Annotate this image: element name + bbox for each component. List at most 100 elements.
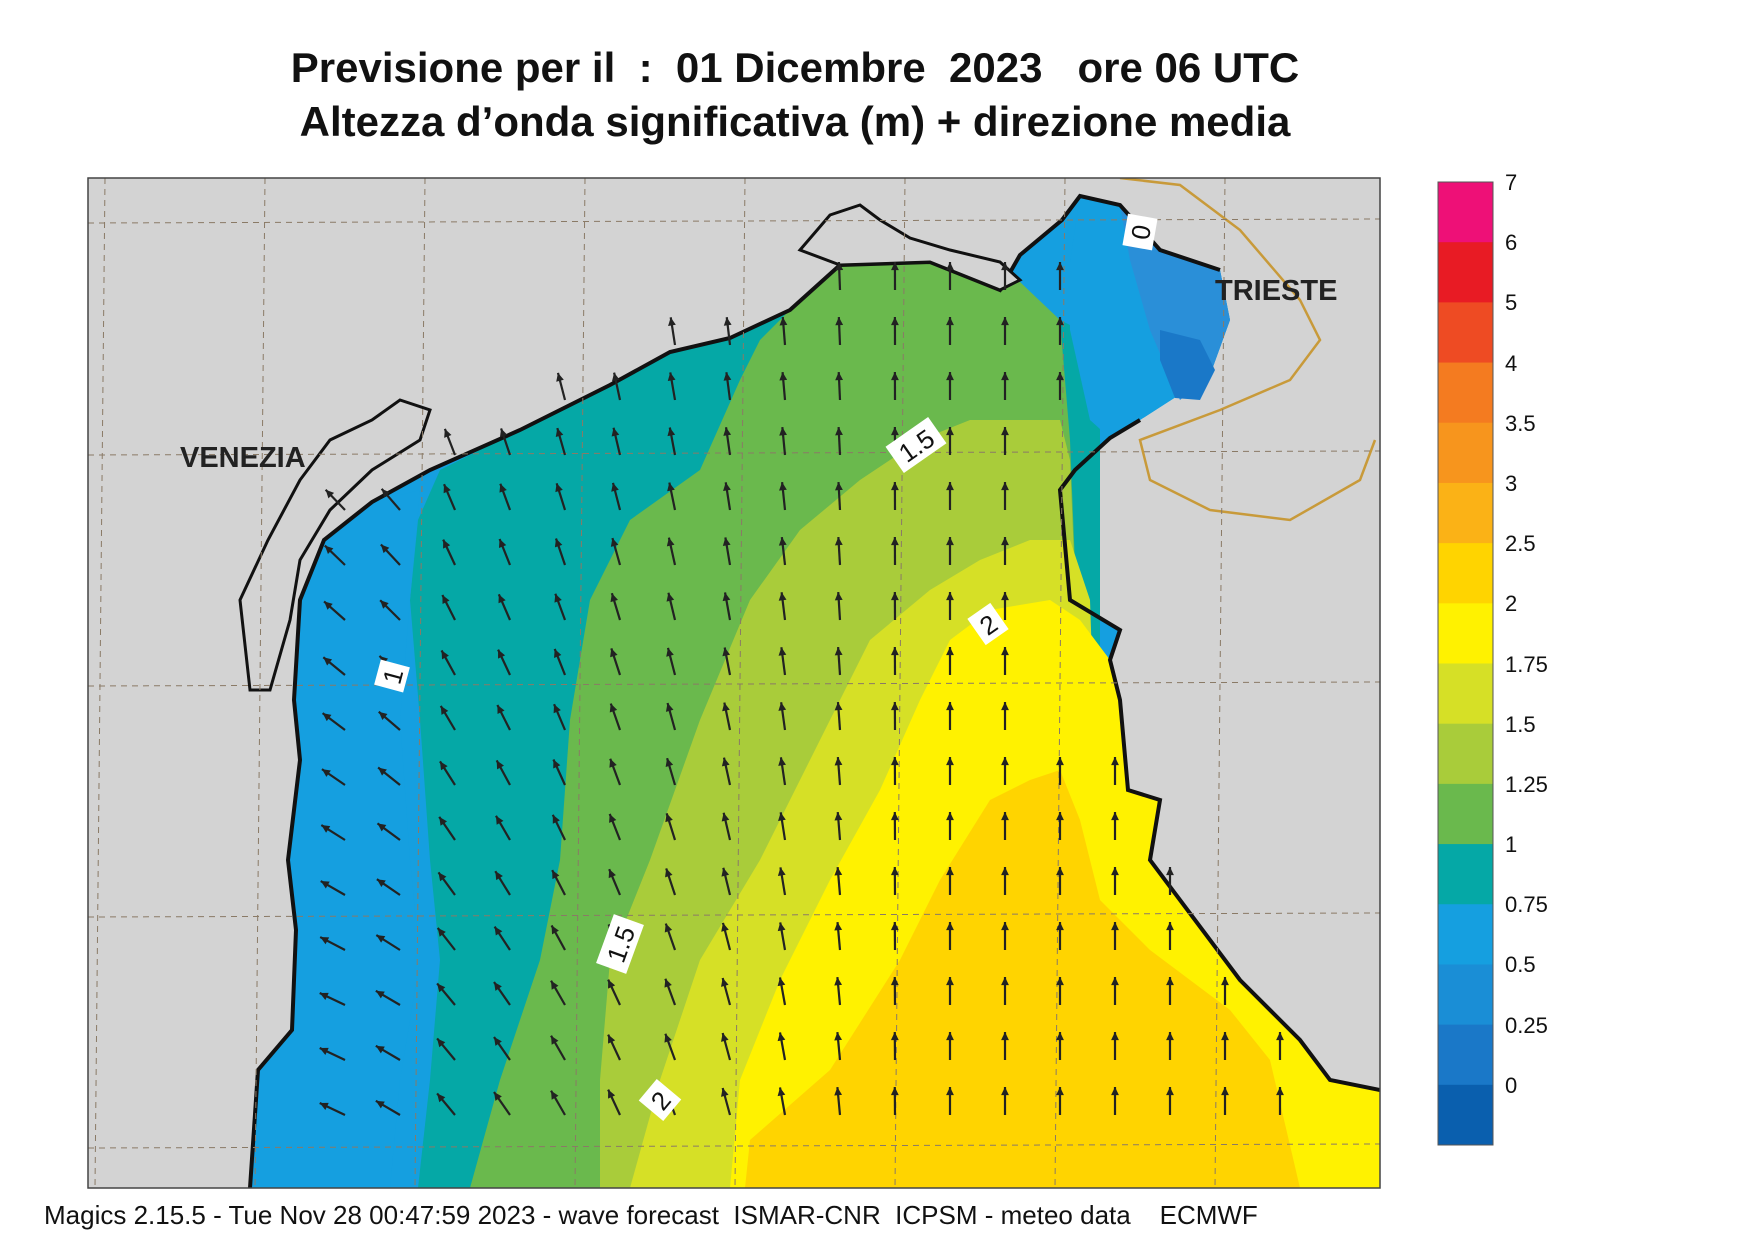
- direction-arrow: [1056, 317, 1064, 345]
- direction-arrow: [834, 977, 843, 1006]
- direction-arrow: [1001, 427, 1009, 455]
- direction-arrow: [556, 372, 567, 401]
- direction-arrow: [322, 656, 346, 676]
- direction-arrow: [493, 981, 511, 1006]
- direction-arrow: [946, 977, 954, 1005]
- direction-arrow: [946, 372, 954, 400]
- direction-arrow: [443, 428, 457, 456]
- venice-lagoon: [238, 398, 432, 692]
- colorbar-label: 0.5: [1505, 952, 1536, 978]
- direction-arrow: [555, 482, 567, 511]
- direction-arrow: [1111, 757, 1119, 785]
- direction-arrow: [664, 923, 677, 951]
- direction-arrow: [777, 1032, 787, 1061]
- direction-arrow: [1001, 647, 1009, 675]
- direction-arrow: [835, 426, 843, 456]
- direction-arrow: [554, 593, 567, 621]
- band-0.25-0.5m: [1160, 330, 1215, 400]
- direction-arrow: [778, 757, 787, 786]
- direction-arrow: [1111, 812, 1119, 840]
- direction-arrow: [665, 702, 677, 731]
- direction-arrow: [891, 371, 899, 401]
- direction-arrow: [611, 482, 622, 511]
- direction-arrow: [664, 978, 677, 1006]
- colorbar-swatch: [1438, 543, 1493, 604]
- direction-arrow: [834, 756, 843, 786]
- direction-arrow: [320, 824, 346, 841]
- direction-arrow: [946, 427, 954, 455]
- direction-arrow: [1001, 1032, 1009, 1060]
- direction-arrow: [1166, 1087, 1174, 1115]
- direction-arrow: [1166, 867, 1174, 895]
- direction-arrow: [1001, 702, 1009, 730]
- colorbar-swatch: [1438, 242, 1493, 303]
- direction-arrow: [946, 317, 954, 345]
- direction-arrow: [667, 427, 677, 456]
- direction-arrow: [835, 261, 844, 291]
- direction-arrow: [1001, 592, 1009, 620]
- direction-arrow: [551, 814, 566, 841]
- direction-arrow: [1001, 812, 1009, 840]
- direction-arrow: [377, 766, 401, 786]
- grid-line: [94, 178, 106, 1188]
- direction-arrow: [319, 936, 346, 951]
- direction-arrow: [834, 867, 843, 896]
- direction-arrow: [1001, 372, 1009, 400]
- direction-arrow: [1056, 812, 1064, 840]
- colorbar-label: 3.5: [1505, 410, 1536, 436]
- direction-arrow: [550, 924, 566, 951]
- direction-arrow: [946, 537, 954, 565]
- direction-arrow: [608, 868, 622, 896]
- direction-arrow: [442, 539, 456, 566]
- direction-arrow: [321, 768, 346, 786]
- direction-arrow: [436, 1092, 456, 1116]
- direction-arrow: [946, 1032, 954, 1060]
- direction-arrow: [610, 592, 622, 621]
- direction-arrow: [1056, 372, 1064, 400]
- direction-arrow: [721, 922, 732, 951]
- direction-arrow: [1111, 922, 1119, 950]
- direction-arrow: [378, 710, 401, 731]
- map-frame: [87, 177, 1381, 1189]
- direction-arrow: [721, 812, 732, 841]
- direction-arrow: [778, 812, 787, 841]
- direction-arrow: [834, 536, 843, 566]
- direction-arrow: [946, 702, 954, 730]
- direction-arrow: [319, 1101, 346, 1116]
- direction-arrow: [665, 812, 677, 841]
- direction-arrow: [778, 702, 787, 731]
- direction-arrow: [1111, 1032, 1119, 1060]
- colorbar-swatch: [1438, 844, 1493, 905]
- direction-arrow: [721, 757, 732, 786]
- colorbar-label: 0: [1505, 1072, 1518, 1098]
- direction-arrow: [436, 927, 456, 951]
- direction-arrow: [1056, 757, 1064, 785]
- direction-arrow: [777, 1087, 787, 1116]
- colorbar-label: 4: [1505, 350, 1518, 376]
- direction-arrow: [722, 647, 732, 676]
- colorbar-swatch: [1438, 964, 1493, 1026]
- direction-arrow: [890, 1031, 899, 1061]
- direction-arrow: [379, 599, 401, 621]
- svg-text:0: 0: [1125, 222, 1157, 241]
- direction-arrow: [493, 1091, 511, 1116]
- direction-arrow: [946, 1087, 954, 1115]
- direction-arrow: [324, 489, 346, 511]
- direction-arrow: [778, 537, 787, 566]
- direction-arrow: [890, 756, 899, 786]
- direction-arrow: [668, 317, 677, 346]
- direction-arrow: [834, 646, 843, 676]
- direction-arrow: [666, 647, 677, 676]
- direction-arrow: [946, 592, 954, 620]
- direction-arrow: [498, 538, 512, 566]
- direction-arrow: [609, 758, 622, 786]
- direction-arrow: [554, 538, 567, 566]
- contour-label: 1: [374, 659, 410, 693]
- direction-arrow: [607, 979, 621, 1006]
- direction-arrow: [946, 482, 954, 510]
- direction-arrow: [380, 488, 401, 511]
- direction-arrow: [666, 592, 677, 621]
- direction-arrow: [607, 1089, 621, 1116]
- colorbar-frame: [1437, 181, 1494, 1146]
- direction-arrow: [946, 867, 954, 895]
